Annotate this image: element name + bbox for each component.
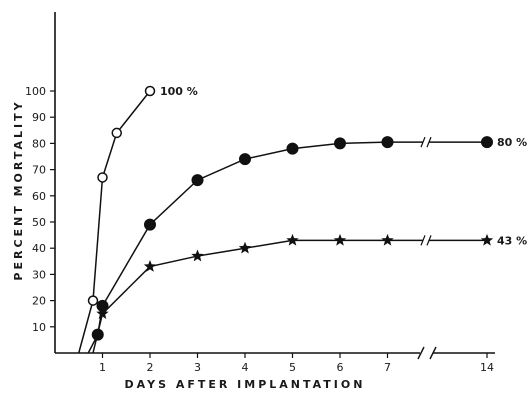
data-point — [238, 241, 252, 254]
y-tick-label: 50 — [32, 216, 46, 229]
data-point — [96, 307, 109, 319]
x-tick-label: 2 — [147, 361, 154, 374]
series-end-label: 80 % — [497, 136, 527, 149]
data-point — [286, 233, 299, 246]
y-tick-label: 10 — [32, 321, 46, 334]
data-point — [381, 233, 394, 246]
series-break-mark — [420, 235, 432, 246]
data-point — [286, 142, 299, 155]
y-tick-label: 90 — [32, 111, 46, 124]
y-tick-label: 30 — [32, 268, 46, 281]
data-point — [143, 260, 157, 272]
data-point — [111, 127, 122, 139]
y-tick-label: 80 — [32, 137, 46, 150]
data-point — [191, 174, 204, 187]
data-point — [480, 233, 494, 246]
x-tick-label: 3 — [194, 361, 201, 374]
series-break-mark — [420, 136, 432, 148]
x-tick-label: 14 — [480, 361, 494, 374]
y-tick-label: 60 — [32, 190, 46, 203]
data-point — [87, 295, 99, 306]
series-end-label: 100 % — [160, 85, 198, 98]
x-axis-break-mark — [417, 346, 437, 360]
axes: 10 20 30 40 50 60 70 80 90 100 1 2 3 4 5 6 7 14 — [25, 12, 495, 374]
x-tick-label: 1 — [99, 361, 106, 374]
x-tick-label: 7 — [384, 361, 391, 374]
series-filled-circle: 80 % — [88, 136, 527, 353]
series-line — [88, 142, 487, 353]
series-open-circle: 100 % — [78, 85, 198, 354]
y-axis-title: PERCENT MORTALITY — [12, 99, 25, 280]
x-tick-label: 4 — [242, 361, 249, 374]
y-tick-label: 40 — [32, 242, 46, 255]
data-point — [191, 249, 204, 262]
y-tick-label: 70 — [32, 164, 46, 177]
data-point — [333, 233, 347, 246]
y-tick-label: 100 — [25, 85, 46, 98]
data-point — [144, 218, 156, 231]
series-star: 43 % — [93, 233, 527, 353]
data-point — [97, 172, 108, 183]
x-tick-label: 6 — [337, 361, 344, 374]
series-line — [93, 240, 487, 353]
data-point — [481, 136, 493, 149]
series-end-label: 43 % — [497, 234, 527, 247]
x-tick-label: 5 — [289, 361, 296, 374]
data-point — [334, 137, 346, 150]
series-layer: 100 % 80 % 43 % — [78, 85, 527, 354]
y-tick-label: 20 — [32, 295, 46, 308]
data-point — [239, 153, 251, 166]
data-point — [144, 85, 156, 97]
data-point — [381, 136, 394, 149]
x-axis-title: DAYS AFTER IMPLANTATION — [125, 378, 366, 391]
